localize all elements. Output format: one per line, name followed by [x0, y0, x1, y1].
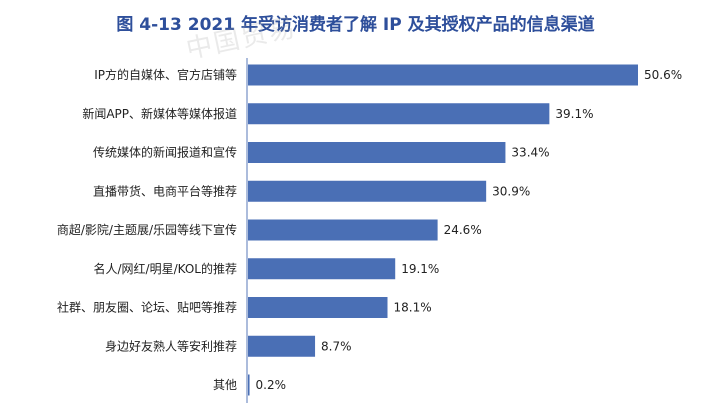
- bar: [248, 64, 638, 86]
- category-label: 新闻APP、新媒体等媒体报道: [82, 106, 237, 121]
- value-label: 39.1%: [555, 107, 593, 121]
- value-label: 33.4%: [511, 146, 549, 160]
- value-label: 50.6%: [644, 68, 682, 82]
- bar: [248, 180, 487, 202]
- chart-title: 图 4-13 2021 年受访消费者了解 IP 及其授权产品的信息渠道: [116, 15, 595, 35]
- category-label: 社群、朋友圈、论坛、贴吧等推荐: [57, 300, 237, 315]
- value-label: 24.6%: [444, 223, 482, 237]
- bar: [248, 142, 506, 163]
- bars-group: IP方的自媒体、官方店铺等 50.6% 新闻APP、新媒体等媒体报道 39.1% 传统媒…: [57, 64, 682, 396]
- bar: [248, 103, 550, 125]
- category-label: 其他: [213, 378, 237, 392]
- category-label: IP方的自媒体、官方店铺等: [94, 67, 237, 82]
- bar: [248, 297, 388, 318]
- category-label: 身边好友熟人等安利推荐: [105, 338, 237, 353]
- value-label: 18.1%: [394, 301, 432, 315]
- value-label: 0.2%: [256, 378, 287, 392]
- category-label: 名人/网红/明星/KOL的推荐: [94, 261, 237, 276]
- category-label: 商超/影院/主题展/乐园等线下宣传: [57, 222, 237, 237]
- value-label: 30.9%: [492, 184, 530, 198]
- value-label: 19.1%: [401, 262, 439, 276]
- category-label: 传统媒体的新闻报道和宣传: [93, 145, 237, 160]
- category-label: 直播带货、电商平台等推荐: [93, 183, 237, 198]
- value-label: 8.7%: [321, 339, 352, 353]
- bar: [248, 258, 396, 280]
- bar: [248, 219, 438, 241]
- bar: [248, 374, 250, 396]
- bar: [248, 335, 316, 357]
